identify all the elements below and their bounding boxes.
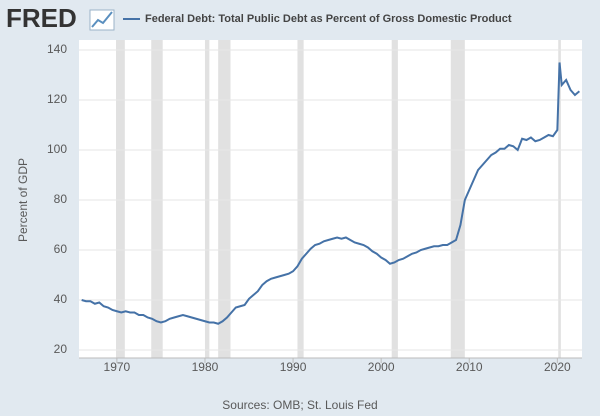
y-tick-label: 140	[47, 42, 67, 56]
y-tick-label: 80	[54, 192, 68, 206]
recession-band	[218, 40, 231, 358]
y-tick-label: 20	[54, 342, 68, 356]
recession-band	[391, 40, 398, 358]
x-tick-label: 1980	[192, 360, 219, 374]
recession-band	[204, 40, 210, 358]
logo-icon	[89, 9, 115, 31]
y-tick-label: 120	[47, 92, 67, 106]
recession-band	[558, 40, 561, 358]
data-line	[81, 62, 581, 325]
x-tick-label: 1990	[280, 360, 307, 374]
plot-area	[79, 40, 582, 358]
recession-band	[115, 40, 125, 358]
x-tick-label: 2000	[368, 360, 395, 374]
recession-band	[151, 40, 163, 358]
recession-band	[297, 40, 304, 358]
y-axis-label: Percent of GDP	[16, 158, 30, 242]
source: Sources: OMB; St. Louis Fed	[222, 398, 377, 412]
x-tick-label: 1970	[104, 360, 131, 374]
logo: FRED	[6, 3, 77, 33]
y-tick-label: 40	[54, 292, 68, 306]
legend-label: Federal Debt: Total Public Debt as Perce…	[145, 13, 512, 25]
recession-band	[450, 40, 465, 358]
y-tick-label: 60	[54, 242, 68, 256]
x-tick-label: 2020	[544, 360, 571, 374]
y-tick-label: 100	[47, 142, 67, 156]
x-tick-label: 2010	[456, 360, 483, 374]
